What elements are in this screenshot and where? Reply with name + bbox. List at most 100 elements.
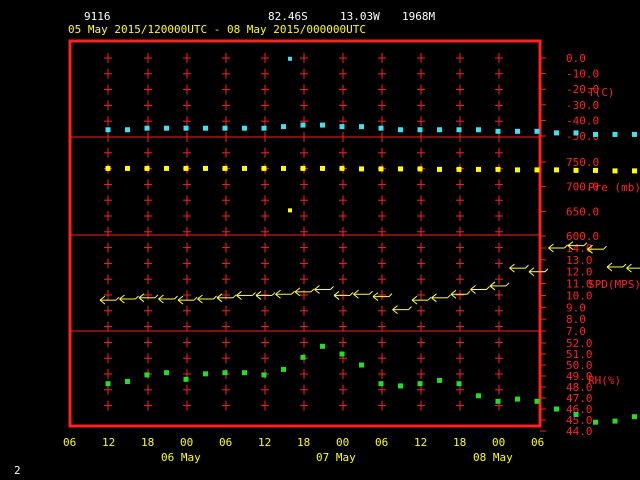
pres-point — [456, 166, 462, 172]
pres-point — [222, 165, 228, 171]
temp-point — [288, 56, 292, 61]
pres-point — [339, 165, 345, 171]
wind-arrow — [567, 241, 588, 251]
x-tick-label: 18 — [453, 436, 466, 449]
pres-point — [593, 167, 598, 173]
wind-arrow — [489, 281, 510, 291]
wind-arrow — [158, 294, 178, 304]
rh-point — [456, 381, 462, 387]
wind-arrow — [392, 305, 412, 315]
y-tick-label: 12.0 — [566, 266, 593, 279]
latitude: 82.46S — [268, 10, 308, 23]
y-tick-label: 11.0 — [566, 278, 593, 291]
pres-point — [300, 165, 306, 171]
rh-point — [495, 398, 501, 404]
rh-point — [359, 362, 364, 368]
station-id: 9116 — [84, 10, 111, 23]
x-tick-label: 06 — [531, 436, 544, 449]
temp-point — [222, 125, 228, 131]
rh-point — [417, 381, 423, 387]
rh-point — [573, 412, 579, 417]
wind-arrow — [294, 287, 315, 297]
x-tick-label: 12 — [102, 436, 115, 449]
wind-arrow — [236, 291, 256, 300]
y-tick-label: 47.0 — [566, 392, 593, 405]
y-tick-label: 9.0 — [566, 301, 586, 314]
rh-point — [164, 370, 169, 376]
rh-point — [612, 418, 618, 424]
y-tick-label: 49.0 — [566, 370, 593, 383]
period: 05 May 2015/120000UTC - 08 May 2015/0000… — [68, 23, 367, 36]
temp-point — [378, 125, 384, 131]
wind-arrow — [216, 293, 237, 303]
y-tick-label: 50.0 — [566, 359, 593, 372]
wind-arrow — [314, 285, 334, 294]
rh-point — [534, 398, 540, 404]
x-tick-label: 18 — [141, 436, 154, 449]
temp-point — [281, 124, 286, 130]
x-day-label: 07 May — [316, 451, 356, 464]
wind-arrow — [548, 243, 568, 253]
pres-point — [144, 165, 150, 171]
wind-arrow — [119, 294, 139, 304]
wind-arrow — [587, 244, 607, 254]
temp-point — [242, 125, 247, 131]
rh-point — [105, 381, 111, 387]
wind-arrow — [255, 291, 276, 300]
pres-point — [125, 165, 130, 171]
wind-arrow — [606, 262, 627, 272]
y-tick-label: 10.0 — [566, 289, 593, 302]
pres-point — [515, 167, 520, 173]
temp-point — [105, 127, 111, 133]
pres-point — [105, 165, 111, 171]
x-tick-label: 12 — [258, 436, 271, 449]
temp-point — [593, 131, 598, 137]
temp-point — [456, 127, 462, 133]
temp-point — [339, 124, 345, 130]
y-tick-label: 44.0 — [566, 425, 593, 438]
x-day-label: 06 May — [161, 451, 201, 464]
rh-point — [222, 370, 228, 376]
temp-point — [300, 122, 306, 128]
temp-point — [164, 125, 169, 131]
wind-arrow — [177, 295, 198, 305]
temp-point — [573, 130, 579, 136]
pres-point — [203, 165, 208, 171]
wind-arrow — [197, 294, 217, 304]
wind-arrow — [528, 267, 549, 277]
pres-point — [612, 168, 618, 174]
y-tick-label: 45.0 — [566, 414, 593, 427]
x-tick-label: 18 — [297, 436, 310, 449]
pres-point — [398, 166, 403, 172]
y-tick-label: 48.0 — [566, 381, 593, 394]
pres-point — [437, 166, 442, 172]
wind-arrow — [626, 263, 640, 273]
rh-point — [203, 371, 208, 377]
panel-title: RH(%) — [588, 374, 621, 387]
rh-point — [437, 377, 442, 383]
temp-point — [359, 124, 364, 130]
x-day-label: 08 May — [473, 451, 513, 464]
wind-arrow — [411, 295, 432, 305]
pres-point — [573, 167, 579, 173]
y-tick-label: 46.0 — [566, 403, 593, 416]
wind-arrow — [138, 293, 159, 303]
wind-arrow — [431, 293, 451, 303]
rh-point — [593, 419, 598, 425]
y-tick-label: 650.0 — [566, 205, 599, 218]
temp-point — [515, 128, 520, 134]
rh-point — [261, 372, 267, 378]
pres-point — [534, 167, 540, 173]
rh-point — [144, 372, 150, 378]
panel-title: T(C) — [588, 86, 615, 99]
pres-point — [476, 166, 481, 172]
panel-title: SPD(MPS) — [588, 278, 640, 291]
temp-point — [495, 128, 501, 134]
temp-point — [144, 125, 150, 131]
wind-arrow — [372, 292, 393, 302]
temp-point — [476, 127, 481, 133]
temp-point — [554, 130, 559, 136]
pres-point — [183, 165, 189, 171]
pres-point — [261, 165, 267, 171]
y-tick-label: -30.0 — [566, 99, 599, 112]
